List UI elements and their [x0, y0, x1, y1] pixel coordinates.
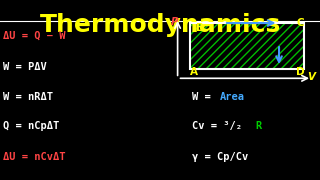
Text: A: A	[190, 67, 198, 77]
Text: W = nRΔT: W = nRΔT	[3, 92, 53, 102]
Bar	[190, 23, 304, 69]
Text: B: B	[196, 23, 204, 33]
Text: Cv = ³/₂: Cv = ³/₂	[192, 121, 248, 131]
Text: γ = Cp/Cv: γ = Cp/Cv	[192, 152, 248, 162]
Text: Area: Area	[220, 92, 245, 102]
Text: W = PΔV: W = PΔV	[3, 62, 47, 72]
Text: V: V	[307, 71, 315, 82]
Text: P: P	[171, 17, 178, 27]
Text: ΔU = nCvΔT: ΔU = nCvΔT	[3, 152, 66, 162]
Text: Q = nCpΔT: Q = nCpΔT	[3, 121, 60, 131]
Text: R: R	[255, 121, 262, 131]
Text: Thermodynamics: Thermodynamics	[39, 13, 281, 37]
Text: ΔU = Q − W: ΔU = Q − W	[3, 31, 66, 41]
Text: W =: W =	[192, 92, 217, 102]
Text: C: C	[296, 17, 304, 28]
Text: D: D	[296, 67, 304, 77]
Bar	[190, 23, 304, 69]
